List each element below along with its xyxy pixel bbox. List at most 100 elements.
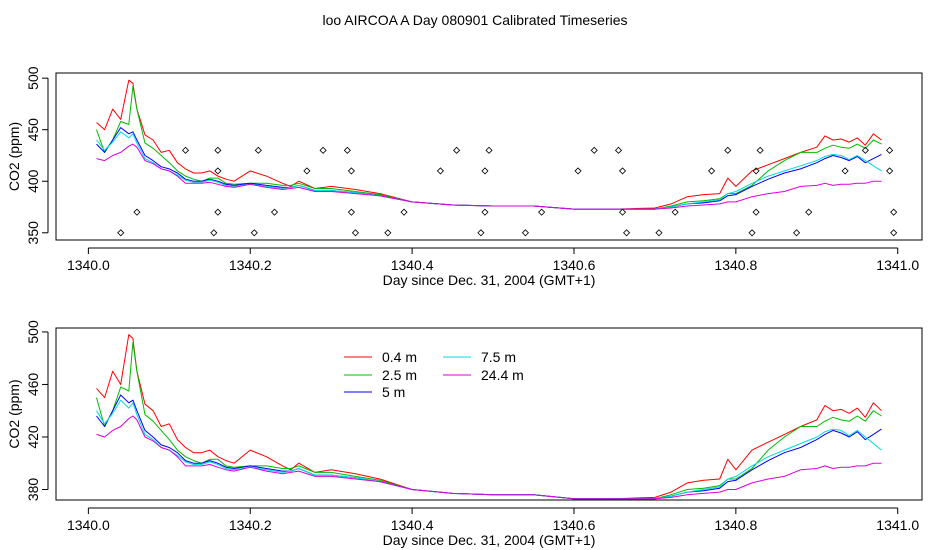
legend-label: 0.4 m [382, 349, 417, 365]
valve-marker [303, 167, 311, 175]
valve-marker [886, 146, 894, 154]
series-line-5-m [96, 394, 882, 500]
x-tick-label: 1340.6 [553, 257, 596, 273]
x-tick-label: 1340.6 [553, 517, 596, 533]
valve-marker [671, 208, 679, 216]
valve-marker [756, 146, 764, 154]
series-line-2-5-m [96, 341, 882, 500]
x-axis-label: Day since Dec. 31, 2004 (GMT+1) [383, 532, 596, 548]
x-tick-label: 1340.4 [391, 257, 434, 273]
valve-marker [319, 146, 327, 154]
valve-marker [485, 146, 493, 154]
x-axis: 1340.0 1340.2 1340.4 1340.6 1340.8 1341.0 Day … [67, 247, 919, 288]
valve-marker [614, 146, 623, 154]
x-axis-label: Day since Dec. 31, 2004 (GMT+1) [383, 272, 596, 288]
y-tick-label: 380 [25, 478, 41, 502]
x-tick-label: 1341.0 [876, 517, 919, 533]
valve-marker [343, 146, 351, 154]
valve-marker [477, 229, 485, 237]
valve-marker [792, 229, 801, 237]
series-line-5-m [96, 127, 882, 210]
valve-marker [214, 208, 222, 216]
y-tick-label: 500 [25, 320, 41, 344]
y-tick-label: 400 [25, 169, 41, 193]
valve-marker [618, 208, 627, 216]
valve-marker [250, 229, 258, 237]
y-axis: 350 400 450 500 CO2 (ppm) [6, 66, 49, 245]
valve-marker [618, 167, 627, 175]
valve-marker [133, 208, 141, 216]
valve-marker [748, 229, 756, 237]
valve-marker [481, 208, 489, 216]
x-axis: 1340.0 1340.2 1340.4 1340.6 1340.8 1341.0 Day … [67, 507, 919, 548]
valve-marker [400, 208, 408, 216]
x-tick-label: 1340.4 [391, 517, 434, 533]
valve-marker [210, 229, 218, 237]
x-tick-label: 1340.2 [229, 517, 272, 533]
x-tick-label: 1340.2 [229, 257, 272, 273]
y-axis: 380 420 460 500 CO2 (ppm) [6, 320, 49, 502]
valve-marker [214, 167, 222, 175]
valve-marker [623, 229, 631, 237]
x-tick-label: 1340.8 [714, 517, 757, 533]
x-tick-label: 1341.0 [876, 257, 919, 273]
valve-marker [708, 167, 716, 175]
legend-label: 5 m [382, 384, 405, 400]
valve-marker [117, 229, 125, 237]
plot-frame [55, 327, 923, 501]
plot-frame [55, 72, 923, 241]
valve-marker [347, 208, 355, 216]
valve-marker [351, 229, 360, 237]
y-tick-label: 500 [25, 66, 41, 90]
x-tick-label: 1340.0 [67, 257, 110, 273]
legend-label: 7.5 m [481, 349, 516, 365]
valve-marker [890, 229, 898, 237]
y-axis-label: CO2 (ppm) [6, 122, 22, 191]
y-tick-label: 460 [25, 373, 41, 397]
series-line-0-4-m [96, 79, 882, 210]
panel-top: 1340.0 1340.2 1340.4 1340.6 1340.8 1341.0 Day … [6, 66, 923, 288]
valve-marker [890, 208, 898, 216]
valve-marker [436, 167, 445, 175]
page-title: loo AIRCOA A Day 080901 Calibrated Times… [322, 12, 627, 28]
y-tick-label: 450 [25, 118, 41, 142]
legend: 0.4 m 2.5 m5 m 7.5 m 24.4 m [344, 349, 524, 400]
valve-marker [655, 229, 663, 237]
series-line-7-5-m [96, 399, 882, 500]
panel-bottom: 1340.0 1340.2 1340.4 1340.6 1340.8 1341.0 Day … [6, 320, 923, 548]
valve-marker [270, 208, 279, 216]
series-line-24-4-m [96, 143, 882, 210]
series-group [96, 334, 882, 500]
valve-marker [453, 146, 461, 154]
valve-markers [117, 146, 898, 237]
valve-marker [886, 167, 894, 175]
valve-marker [347, 167, 355, 175]
valve-marker [805, 208, 813, 216]
series-line-2-5-m [96, 85, 882, 210]
valve-marker [181, 146, 190, 154]
legend-label: 2.5 m [382, 367, 417, 383]
legend-label: 24.4 m [481, 367, 524, 383]
valve-marker [861, 146, 869, 154]
valve-marker [538, 208, 546, 216]
series-line-0-4-m [96, 334, 882, 500]
valve-marker [752, 208, 760, 216]
valve-marker [254, 146, 262, 154]
valve-marker [214, 146, 222, 154]
valve-marker [590, 146, 598, 154]
valve-marker [574, 167, 582, 175]
series-line-24-4-m [96, 415, 882, 500]
valve-marker [521, 229, 529, 237]
x-tick-label: 1340.0 [67, 517, 110, 533]
y-axis-label: CO2 (ppm) [6, 379, 22, 448]
valve-marker [724, 146, 732, 154]
series-group [96, 79, 882, 210]
y-tick-label: 420 [25, 425, 41, 449]
x-tick-label: 1340.8 [714, 257, 757, 273]
y-tick-label: 350 [25, 221, 41, 245]
valve-marker [841, 167, 849, 175]
valve-marker [384, 229, 392, 237]
valve-marker [752, 167, 760, 175]
valve-marker [481, 167, 489, 175]
